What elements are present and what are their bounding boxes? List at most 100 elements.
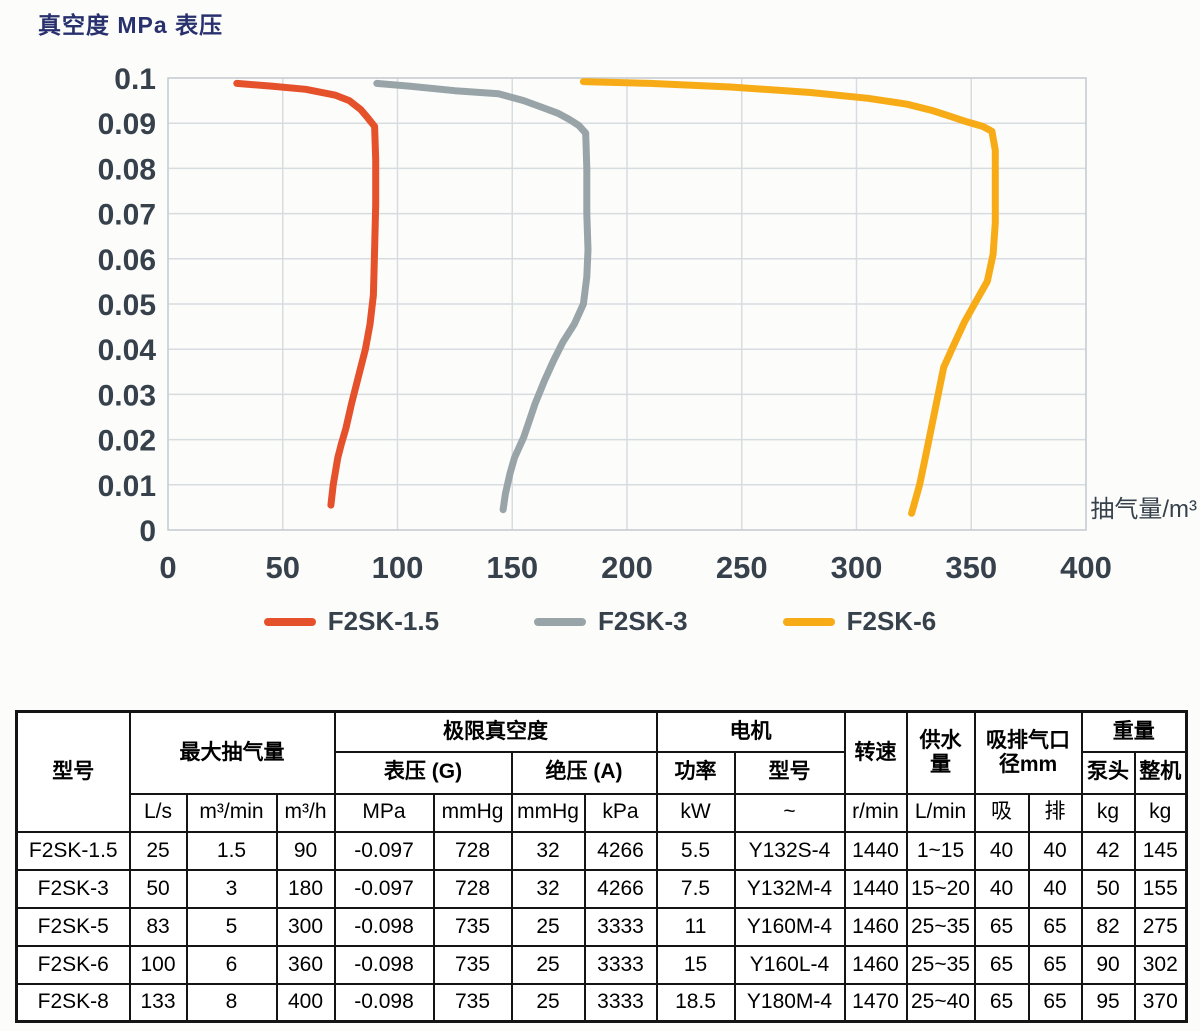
header-ultimate-vacuum: 极限真空度 [333, 710, 658, 753]
spec-table: 型号 最大抽气量 极限真空度 电机 转速 供水量 吸排气口径mm 重量 表压 (… [15, 710, 1189, 1023]
value-cell: 25 [128, 830, 188, 871]
value-cell: 65 [1027, 906, 1083, 947]
value-cell: 65 [973, 944, 1030, 985]
value-cell: 32 [510, 868, 586, 909]
y-tick-label: 0.07 [98, 199, 156, 232]
value-cell: 400 [275, 982, 336, 1023]
header-motor: 电机 [655, 710, 846, 753]
legend-item-f2sk-1-5: F2SK-1.5 [263, 606, 439, 637]
header-speed: 转速 [843, 710, 908, 795]
unit-cell: ~ [733, 792, 846, 833]
value-cell: 25~40 [905, 982, 976, 1023]
model-cell: F2SK-8 [15, 982, 131, 1023]
x-tick-label: 0 [159, 550, 176, 585]
value-cell: 275 [1133, 906, 1188, 947]
y-tick-label: 0.06 [98, 244, 156, 277]
value-cell: 180 [275, 868, 336, 909]
value-cell: Y160M-4 [733, 906, 846, 947]
value-cell: 25~35 [905, 944, 976, 985]
model-cell: F2SK-5 [15, 906, 131, 947]
y-tick-label: 0.09 [98, 108, 156, 141]
x-axis-label: 抽气量/m³ [1090, 496, 1197, 523]
table-row: F2SK-8 133 8 400 -0.098 735 25 3333 18.5 Y180M-4 1… [15, 982, 1188, 1023]
x-tick-label: 350 [945, 550, 997, 585]
value-cell: 40 [973, 868, 1030, 909]
value-cell: 735 [432, 944, 513, 985]
value-cell: -0.097 [333, 868, 435, 909]
value-cell: -0.098 [333, 906, 435, 947]
value-cell: Y132S-4 [733, 830, 846, 871]
y-tick-label: 0.04 [98, 334, 157, 367]
value-cell: -0.098 [333, 944, 435, 985]
value-cell: 728 [432, 868, 513, 909]
value-cell: 100 [128, 944, 188, 985]
value-cell: -0.097 [333, 830, 435, 871]
value-cell: 40 [1027, 830, 1083, 871]
value-cell: 11 [655, 906, 736, 947]
legend-label: F2SK-6 [846, 606, 937, 636]
value-cell: 1~15 [905, 830, 976, 871]
value-cell: 25~35 [905, 906, 976, 947]
value-cell: 50 [1080, 868, 1136, 909]
value-cell: 1460 [843, 944, 908, 985]
value-cell: 95 [1080, 982, 1136, 1023]
header-motor-model: 型号 [733, 750, 846, 795]
x-tick-label: 150 [486, 550, 538, 585]
value-cell: 25 [510, 906, 586, 947]
unit-cell: 排 [1027, 792, 1083, 833]
chart-curves [233, 78, 999, 517]
legend-line-swatch-icon [263, 617, 316, 626]
chart-gridlines [167, 77, 1087, 531]
value-cell: 360 [275, 944, 336, 985]
y-tick-label: 0.1 [114, 63, 156, 96]
value-cell: 25 [510, 982, 586, 1023]
y-tick-label: 0.01 [98, 470, 156, 503]
value-cell: 3333 [583, 906, 658, 947]
value-cell: 302 [1133, 944, 1188, 985]
legend-line-swatch-icon [782, 617, 835, 626]
x-tick-label: 400 [1060, 550, 1112, 585]
value-cell: 65 [1027, 944, 1083, 985]
value-cell: 15~20 [905, 868, 976, 909]
unit-cell: L/s [128, 792, 188, 833]
header-model: 型号 [15, 710, 131, 833]
value-cell: 5 [185, 906, 278, 947]
unit-cell: kW [655, 792, 736, 833]
unit-cell: mmHg [432, 792, 513, 833]
legend-label: F2SK-3 [598, 606, 688, 636]
value-cell: 728 [432, 830, 513, 871]
header-gauge-pressure: 表压 (G) [333, 750, 513, 795]
value-cell: 1440 [843, 868, 908, 909]
value-cell: 1470 [843, 982, 908, 1023]
header-max-pumping: 最大抽气量 [128, 710, 336, 795]
table-row: F2SK-5 83 5 300 -0.098 735 25 3333 11 Y160M-4 1460… [15, 906, 1188, 947]
unit-cell: m³/min [185, 792, 278, 833]
x-tick-label: 200 [601, 550, 653, 585]
curve-f2sk-1.5 [233, 79, 380, 509]
value-cell: 3 [185, 868, 278, 909]
unit-cell: kPa [583, 792, 658, 833]
value-cell: 7.5 [655, 868, 736, 909]
header-water-supply: 供水量 [905, 710, 976, 795]
value-cell: 83 [128, 906, 188, 947]
model-cell: F2SK-1.5 [15, 830, 131, 871]
unit-cell: r/min [843, 792, 908, 833]
legend-line-swatch-icon [534, 617, 587, 626]
header-power: 功率 [655, 750, 736, 795]
value-cell: 370 [1133, 982, 1188, 1023]
value-cell: 40 [1027, 868, 1083, 909]
value-cell: 735 [432, 906, 513, 947]
legend-item-f2sk-6: F2SK-6 [782, 606, 937, 637]
value-cell: 133 [128, 982, 188, 1023]
curve-f2sk-6 [579, 78, 999, 517]
vacuum-performance-chart: 0 50 100 150 200 250 300 350 400 0 0.01 0.02 0.03 0.0… [98, 63, 1197, 585]
chart-title: 真空度 MPa 表压 [38, 12, 224, 38]
value-cell: 32 [510, 830, 586, 871]
model-cell: F2SK-6 [15, 944, 131, 985]
table-row: F2SK-6 100 6 360 -0.098 735 25 3333 15 Y160L-4 146… [15, 944, 1188, 985]
value-cell: 300 [275, 906, 336, 947]
y-tick-label: 0.02 [98, 425, 156, 458]
table-row: F2SK-1.5 25 1.5 90 -0.097 728 32 4266 5.5 Y132S-4… [15, 830, 1188, 871]
unit-cell: m³/h [275, 792, 336, 833]
value-cell: 18.5 [655, 982, 736, 1023]
